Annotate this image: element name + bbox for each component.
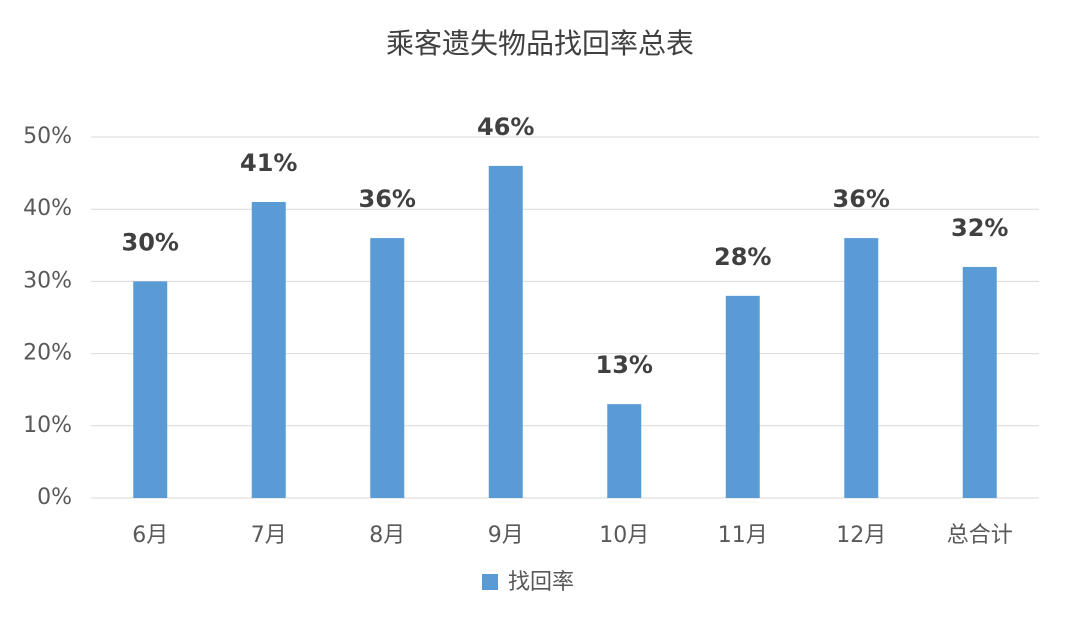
x-tick-label: 7月 [251, 523, 287, 548]
bar [133, 281, 168, 498]
data-label: 46% [477, 113, 534, 141]
x-tick-label: 8月 [369, 523, 405, 548]
x-tick-label: 6月 [132, 523, 168, 548]
x-tick-label: 12月 [836, 523, 886, 548]
chart-title: 乘客遗失物品找回率总表 [386, 27, 694, 60]
bar [370, 238, 405, 498]
data-label: 13% [596, 351, 653, 379]
data-label: 32% [951, 214, 1008, 242]
legend-swatch [482, 574, 498, 590]
bar [962, 266, 997, 498]
y-tick-label: 10% [23, 413, 72, 438]
bar [844, 238, 879, 498]
y-tick-label: 40% [23, 196, 72, 221]
bar [251, 201, 286, 499]
bar [607, 404, 642, 498]
y-tick-label: 50% [23, 124, 72, 149]
data-label: 28% [714, 243, 771, 271]
data-label: 30% [122, 228, 179, 256]
y-tick-label: 30% [23, 268, 72, 293]
data-label: 36% [833, 185, 890, 213]
x-tick-label: 10月 [599, 523, 649, 548]
bar [488, 165, 523, 498]
x-tick-label: 总合计 [947, 523, 1013, 548]
y-tick-label: 0% [37, 485, 72, 510]
legend-label: 找回率 [508, 570, 574, 595]
x-tick-label: 9月 [488, 523, 524, 548]
x-tick-label: 11月 [718, 523, 768, 548]
y-tick-label: 20% [23, 341, 72, 366]
bar [725, 295, 760, 498]
data-label: 41% [240, 149, 297, 177]
data-label: 36% [359, 185, 416, 213]
